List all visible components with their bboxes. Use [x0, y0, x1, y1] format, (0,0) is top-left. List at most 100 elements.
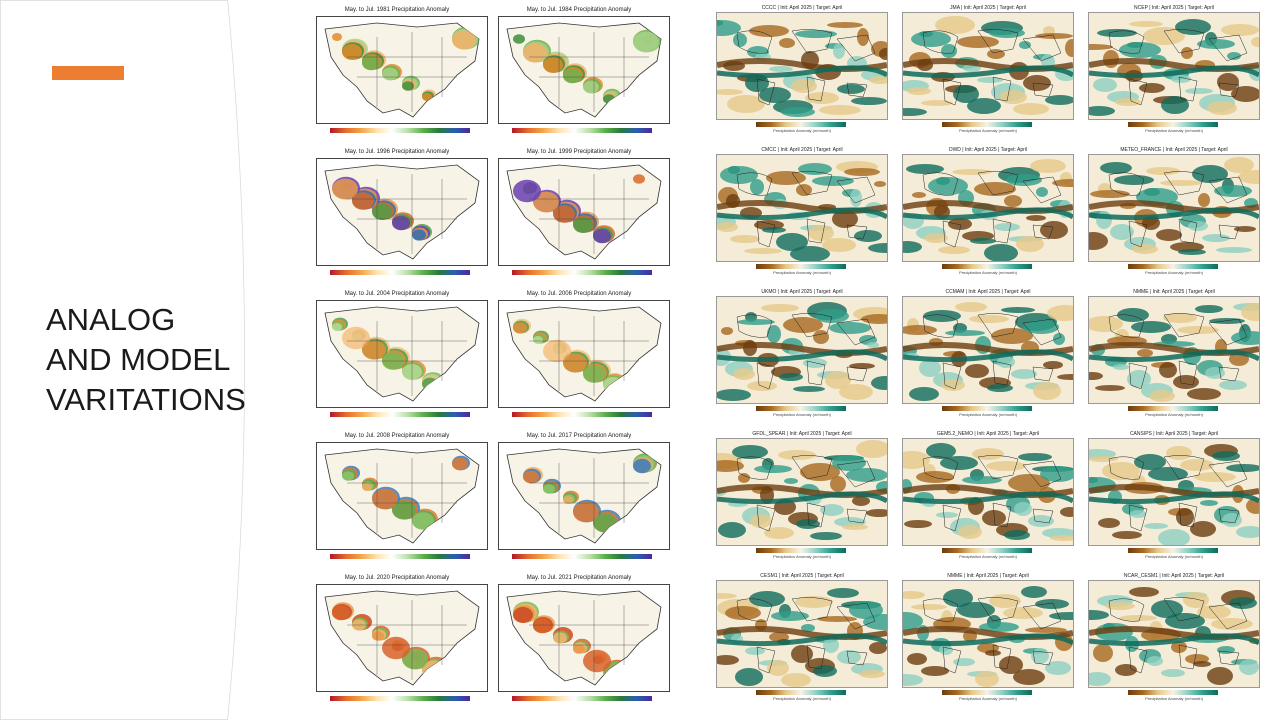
model-colorbar	[1128, 548, 1218, 553]
model-map-title: GFDL_SPEAR | Init: April 2025 | Target: …	[752, 431, 852, 437]
analog-map-title: May. to Jul. 1996 Precipitation Anomaly	[344, 149, 450, 155]
model-map-title: NMME | Init: April 2025 | Target: April	[1133, 289, 1215, 295]
north-america-map	[316, 16, 488, 124]
model-colorbar	[1128, 264, 1218, 269]
model-colorbar	[756, 406, 846, 411]
model-colorbar-label: Precipitation Anomaly (m/month)	[959, 270, 1017, 275]
model-map-panel: CCMAM | Init: April 2025 | Target: April…	[902, 289, 1074, 420]
global-precip-map	[902, 296, 1074, 404]
model-map-panel: CCCC | Init: April 2025 | Target: April …	[716, 5, 888, 136]
model-map-title: GEM5.2_NEMO | Init: April 2025 | Target:…	[936, 431, 1040, 437]
global-precip-map	[716, 154, 888, 262]
north-america-map	[498, 16, 670, 124]
model-map-panel: GFDL_SPEAR | Init: April 2025 | Target: …	[716, 431, 888, 562]
north-america-map	[498, 442, 670, 550]
analog-map-title: May. to Jul. 1999 Precipitation Anomaly	[526, 149, 632, 155]
title-line-2: AND MODEL	[46, 342, 231, 377]
north-america-map	[316, 158, 488, 266]
analog-map-panel: May. to Jul. 1999 Precipitation Anomaly	[488, 149, 670, 278]
analog-map-panel: May. to Jul. 2020 Precipitation Anomaly	[306, 575, 488, 704]
model-map-panel: NCEP | Init: April 2025 | Target: April …	[1088, 5, 1260, 136]
analog-map-panel: May. to Jul. 2006 Precipitation Anomaly	[488, 291, 670, 420]
north-america-map	[316, 300, 488, 408]
analog-map-panel: May. to Jul. 2004 Precipitation Anomaly	[306, 291, 488, 420]
model-colorbar-label: Precipitation Anomaly (m/month)	[959, 554, 1017, 559]
analog-colorbar	[512, 554, 652, 559]
analog-map-title: May. to Jul. 1981 Precipitation Anomaly	[344, 7, 450, 13]
north-america-map	[498, 584, 670, 692]
analog-colorbar	[330, 270, 470, 275]
model-colorbar-label: Precipitation Anomaly (m/month)	[773, 270, 831, 275]
model-map-title: METEO_FRANCE | Init: April 2025 | Target…	[1120, 147, 1228, 153]
analog-map-panel: May. to Jul. 1996 Precipitation Anomaly	[306, 149, 488, 278]
analog-map-title: May. to Jul. 1984 Precipitation Anomaly	[526, 7, 632, 13]
model-colorbar-label: Precipitation Anomaly (m/month)	[959, 412, 1017, 417]
model-map-title: UKMO | Init: April 2025 | Target: April	[761, 289, 843, 295]
analog-map-panel: May. to Jul. 2021 Precipitation Anomaly	[488, 575, 670, 704]
model-colorbar	[942, 406, 1032, 411]
analog-map-title: May. to Jul. 2020 Precipitation Anomaly	[344, 575, 450, 581]
model-map-title: NCAR_CESM1 | Init: April 2025 | Target: …	[1123, 573, 1225, 579]
model-colorbar	[756, 122, 846, 127]
global-precip-map	[1088, 438, 1260, 546]
analog-colorbar	[512, 696, 652, 701]
model-map-panel: METEO_FRANCE | Init: April 2025 | Target…	[1088, 147, 1260, 278]
global-precip-map	[902, 580, 1074, 688]
model-map-panel: JMA | Init: April 2025 | Target: April P…	[902, 5, 1074, 136]
model-map-panel: DWD | Init: April 2025 | Target: April P…	[902, 147, 1074, 278]
model-colorbar-label: Precipitation Anomaly (m/month)	[773, 696, 831, 701]
model-colorbar	[756, 690, 846, 695]
model-colorbar	[942, 690, 1032, 695]
model-colorbar-label: Precipitation Anomaly (m/month)	[1145, 696, 1203, 701]
model-map-panel: NMME | Init: April 2025 | Target: April …	[1088, 289, 1260, 420]
global-precip-map	[1088, 296, 1260, 404]
slide-title: ANALOG AND MODEL VARITATIONS	[46, 300, 266, 420]
analog-map-panel: May. to Jul. 1981 Precipitation Anomaly	[306, 7, 488, 136]
model-colorbar-label: Precipitation Anomaly (m/month)	[773, 128, 831, 133]
global-precip-map	[1088, 154, 1260, 262]
global-precip-map	[902, 12, 1074, 120]
analog-map-title: May. to Jul. 2017 Precipitation Anomaly	[526, 433, 632, 439]
model-map-title: JMA | Init: April 2025 | Target: April	[950, 5, 1026, 11]
global-precip-map	[716, 12, 888, 120]
model-map-title: CMCC | Init: April 2025 | Target: April	[761, 147, 843, 153]
model-map-title: NCEP | Init: April 2025 | Target: April	[1134, 5, 1214, 11]
slide-curve-divider	[0, 0, 300, 720]
global-precip-map	[716, 296, 888, 404]
north-america-map	[316, 442, 488, 550]
model-colorbar-label: Precipitation Anomaly (m/month)	[959, 128, 1017, 133]
accent-bar	[52, 66, 124, 80]
analog-colorbar	[512, 270, 652, 275]
analog-colorbar	[330, 696, 470, 701]
north-america-map	[498, 300, 670, 408]
analog-map-title: May. to Jul. 2006 Precipitation Anomaly	[526, 291, 632, 297]
model-map-panel: GEM5.2_NEMO | Init: April 2025 | Target:…	[902, 431, 1074, 562]
model-colorbar-label: Precipitation Anomaly (m/month)	[1145, 412, 1203, 417]
model-colorbar	[942, 548, 1032, 553]
analog-map-title: May. to Jul. 2021 Precipitation Anomaly	[526, 575, 632, 581]
model-map-panel: CESM1 | Init: April 2025 | Target: April…	[716, 573, 888, 704]
analog-colorbar	[512, 128, 652, 133]
model-colorbar-label: Precipitation Anomaly (m/month)	[1145, 270, 1203, 275]
global-precip-map	[716, 438, 888, 546]
model-colorbar	[1128, 690, 1218, 695]
global-precip-map	[716, 580, 888, 688]
model-colorbar	[1128, 122, 1218, 127]
model-map-title: DWD | Init: April 2025 | Target: April	[948, 147, 1028, 153]
global-precip-map	[902, 438, 1074, 546]
model-colorbar	[756, 548, 846, 553]
model-colorbar	[942, 122, 1032, 127]
analog-colorbar	[330, 412, 470, 417]
model-map-title: CANSIPS | Init: April 2025 | Target: Apr…	[1129, 431, 1219, 437]
model-colorbar-label: Precipitation Anomaly (m/month)	[1145, 554, 1203, 559]
north-america-map	[498, 158, 670, 266]
model-colorbar-label: Precipitation Anomaly (m/month)	[773, 412, 831, 417]
title-line-3: VARITATIONS	[46, 382, 246, 417]
global-precip-map	[1088, 580, 1260, 688]
analog-colorbar	[330, 128, 470, 133]
analog-map-panel: May. to Jul. 2017 Precipitation Anomaly	[488, 433, 670, 562]
model-map-title: CCMAM | Init: April 2025 | Target: April	[945, 289, 1031, 295]
analog-colorbar	[512, 412, 652, 417]
model-map-panel: NCAR_CESM1 | Init: April 2025 | Target: …	[1088, 573, 1260, 704]
analog-map-title: May. to Jul. 2004 Precipitation Anomaly	[344, 291, 450, 297]
